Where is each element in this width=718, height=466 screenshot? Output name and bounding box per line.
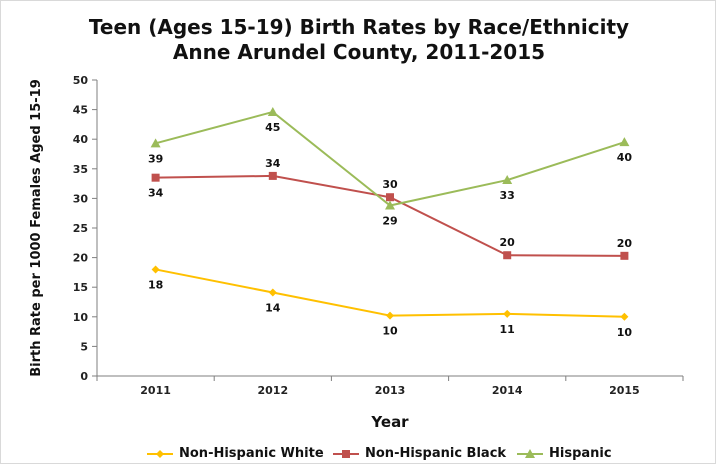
data-label-hispanic: 45 xyxy=(265,121,280,134)
legend-item: Non-Hispanic White xyxy=(147,446,324,461)
data-point-non-hispanic-white xyxy=(268,288,277,297)
legend-marker xyxy=(147,449,173,458)
y-tick-label: 15 xyxy=(73,281,88,294)
data-point-hispanic xyxy=(150,138,161,148)
data-label-non-hispanic-black: 30 xyxy=(382,178,398,191)
data-label-non-hispanic-white: 14 xyxy=(265,302,281,315)
data-label-hispanic: 29 xyxy=(382,215,397,228)
data-label-non-hispanic-white: 10 xyxy=(382,325,398,338)
data-label-non-hispanic-black: 20 xyxy=(500,236,516,249)
y-tick-label: 40 xyxy=(73,133,89,146)
data-point-non-hispanic-white xyxy=(386,311,394,320)
x-axis-title: Year xyxy=(370,413,409,431)
y-tick-label: 0 xyxy=(80,370,88,383)
data-point-non-hispanic-white xyxy=(151,265,160,274)
y-axis-title: Birth Rate per 1000 Females Aged 15-19 xyxy=(29,79,44,377)
data-point-non-hispanic-black xyxy=(503,251,512,260)
y-tick-label: 5 xyxy=(80,340,88,353)
y-tick-label: 45 xyxy=(73,104,88,117)
y-tick-label: 35 xyxy=(73,163,88,176)
data-label-hispanic: 40 xyxy=(617,151,633,164)
y-tick-label: 20 xyxy=(73,252,89,265)
data-point-non-hispanic-white xyxy=(503,309,512,318)
chart-subtitle: Anne Arundel County, 2011-2015 xyxy=(172,40,546,64)
data-label-non-hispanic-black: 34 xyxy=(265,157,281,170)
x-tick-label: 2014 xyxy=(492,384,523,397)
legend-label: Non-Hispanic White xyxy=(179,446,324,461)
data-label-non-hispanic-black: 34 xyxy=(148,187,164,200)
data-point-non-hispanic-black xyxy=(620,251,629,260)
legend-marker xyxy=(333,449,359,458)
data-label-hispanic: 39 xyxy=(148,152,163,165)
data-point-hispanic xyxy=(502,175,513,185)
data-point-non-hispanic-white xyxy=(620,312,629,321)
x-tick-label: 2013 xyxy=(375,384,406,397)
x-tick-label: 2012 xyxy=(257,384,288,397)
series-line-non-hispanic-white xyxy=(155,268,625,318)
series-line-hispanic xyxy=(155,110,625,207)
chart-title: Teen (Ages 15-19) Birth Rates by Race/Et… xyxy=(88,15,630,39)
data-label-non-hispanic-white: 11 xyxy=(500,323,515,336)
data-point-non-hispanic-black xyxy=(151,173,160,182)
data-point-hispanic xyxy=(619,137,630,147)
data-label-non-hispanic-black: 20 xyxy=(617,237,633,250)
data-label-non-hispanic-white: 10 xyxy=(617,326,633,339)
data-point-hispanic xyxy=(385,200,395,210)
y-tick-label: 50 xyxy=(73,74,89,87)
data-label-non-hispanic-white: 18 xyxy=(148,278,163,291)
x-tick-label: 2011 xyxy=(140,384,171,397)
legend-marker xyxy=(517,448,543,458)
y-tick-label: 25 xyxy=(73,222,88,235)
y-tick-label: 30 xyxy=(73,192,89,205)
data-point-non-hispanic-black xyxy=(386,193,394,202)
legend-label: Hispanic xyxy=(549,446,612,461)
data-point-hispanic xyxy=(267,106,278,116)
x-tick-label: 2015 xyxy=(609,384,640,397)
data-label-hispanic: 33 xyxy=(500,189,515,202)
legend-item: Hispanic xyxy=(517,446,612,461)
y-tick-label: 10 xyxy=(73,311,89,324)
data-point-non-hispanic-black xyxy=(268,171,277,180)
legend-item: Non-Hispanic Black xyxy=(333,446,506,461)
legend-label: Non-Hispanic Black xyxy=(365,446,507,461)
